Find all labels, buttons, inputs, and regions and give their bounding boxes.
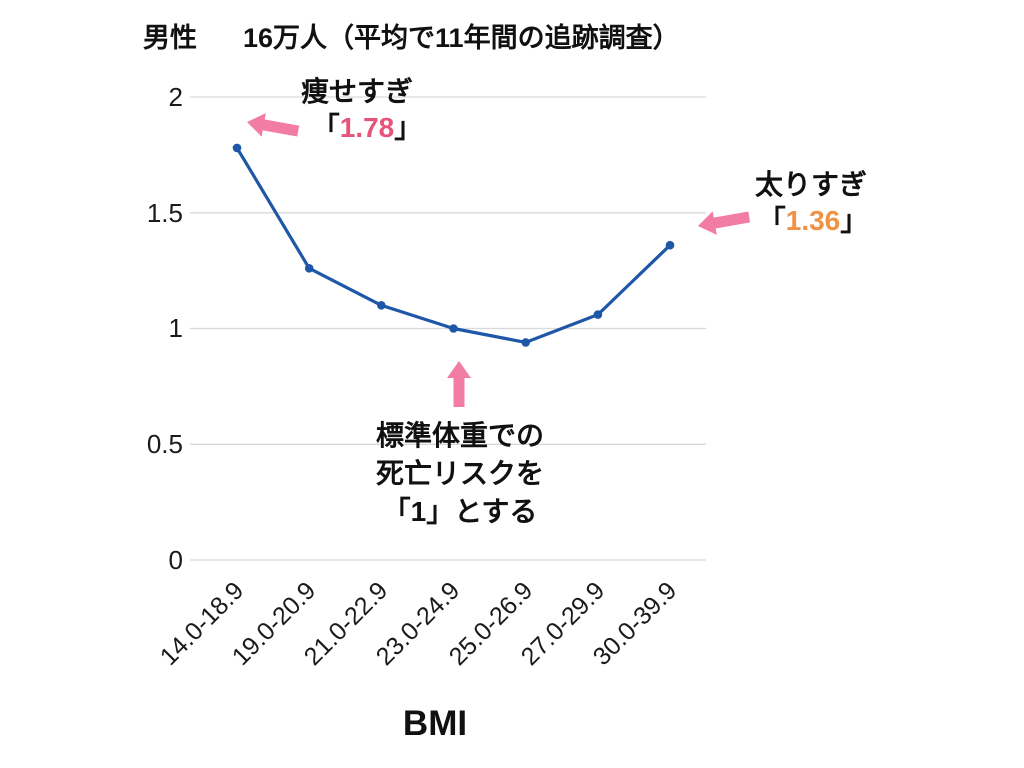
chart-title: 男性 16万人（平均で11年間の追跡調査） (143, 16, 680, 55)
data-point-markers (232, 143, 675, 347)
title-gender-label: 男性 (143, 23, 197, 53)
x-axis-ticks: 14.0-18.9 19.0-20.9 21.0-22.9 23.0-24.9 … (155, 576, 682, 670)
y-tick-label: 1 (169, 313, 183, 343)
y-tick-label: 0.5 (147, 429, 183, 459)
data-point (449, 324, 458, 333)
overweight-label: 太りすぎ (754, 169, 867, 200)
bracket-open: 「 (311, 112, 340, 143)
title-study-label: 16万人（平均で11年間の追跡調査） (243, 23, 680, 53)
gridlines (190, 96, 706, 561)
data-point (593, 310, 603, 319)
risk-line-series (235, 146, 672, 344)
standard-up-arrow-icon (447, 361, 471, 407)
standard-annotation-line-1: 標準体重での (375, 420, 544, 451)
overweight-annotation-value: 「1.36」 (748, 199, 878, 239)
standard-annotation-line-3: 「1」とする (382, 496, 538, 527)
annotation-arrows (247, 113, 751, 407)
data-point (377, 301, 386, 310)
underweight-arrow-icon (247, 113, 300, 137)
x-axis-title: BMI (402, 704, 468, 743)
y-tick-label: 0 (169, 545, 183, 575)
overweight-arrow-icon (698, 211, 751, 235)
standard-weight-annotation: 標準体重での 死亡リスクを 「1」とする (340, 417, 580, 531)
underweight-annotation-label: 痩せすぎ (292, 70, 422, 110)
data-point (521, 338, 530, 347)
data-point (232, 143, 242, 153)
underweight-label: 痩せすぎ (300, 76, 413, 107)
overweight-annotation-label: 太りすぎ (750, 163, 872, 203)
overweight-value-number: 1.36 (785, 205, 841, 236)
data-point (304, 264, 314, 273)
standard-annotation-line-2: 死亡リスクを (375, 458, 544, 489)
underweight-value-number: 1.78 (339, 112, 395, 143)
y-axis-ticks: 2 1.5 1 0.5 0 (147, 82, 183, 575)
data-point (665, 240, 675, 250)
bracket-close: 」 (394, 112, 423, 143)
underweight-annotation-value: 「1.78」 (287, 106, 447, 146)
y-tick-label: 1.5 (147, 198, 183, 228)
bracket-close: 」 (840, 205, 869, 236)
bracket-open: 「 (757, 205, 786, 236)
y-tick-label: 2 (169, 82, 183, 112)
